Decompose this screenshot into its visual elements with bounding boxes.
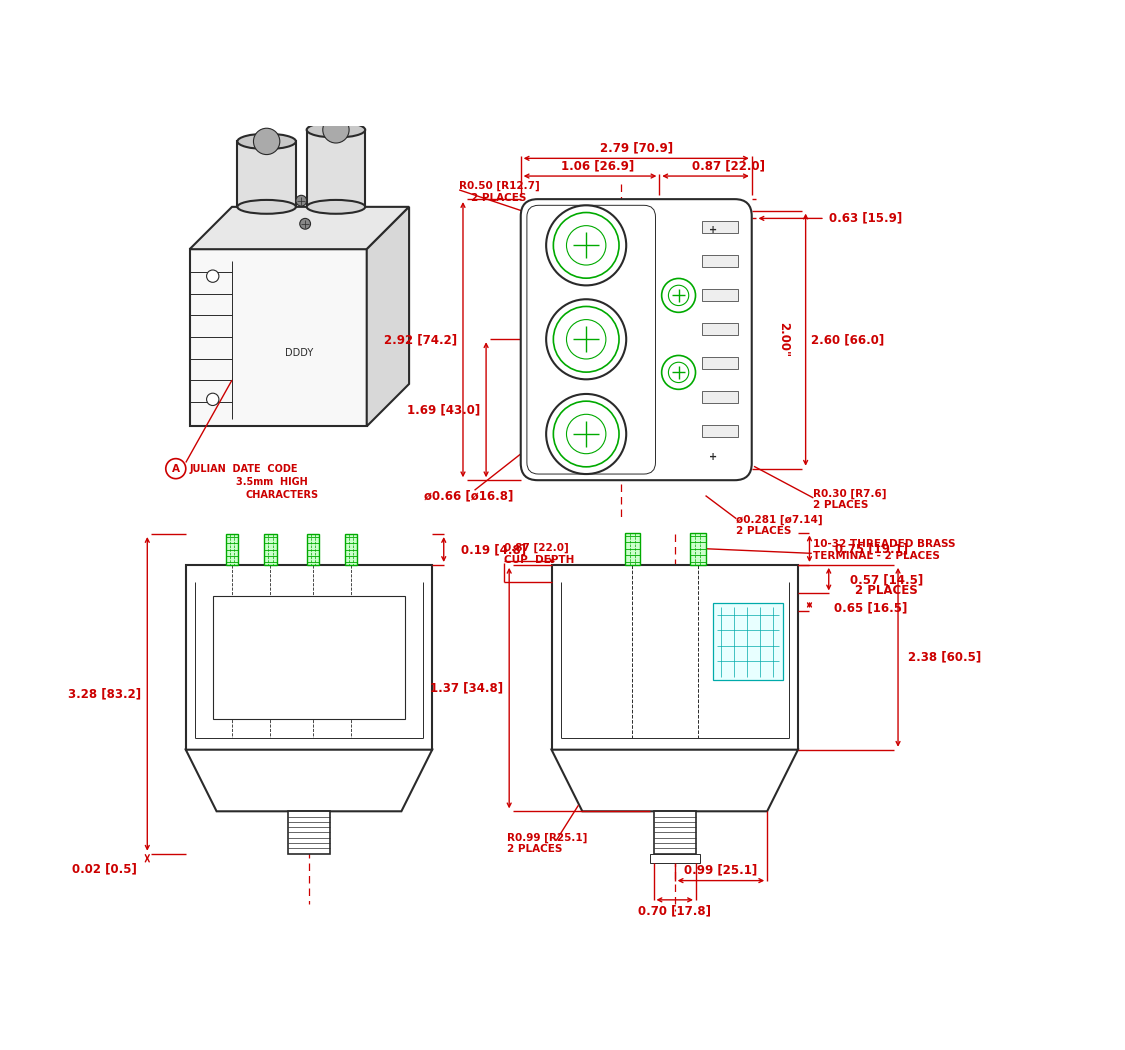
Text: ø0.66 [ø16.8]: ø0.66 [ø16.8] xyxy=(424,489,514,502)
Bar xyxy=(307,534,319,565)
Circle shape xyxy=(554,401,619,467)
Bar xyxy=(702,289,738,301)
Text: 0.99 [25.1]: 0.99 [25.1] xyxy=(684,863,757,877)
Circle shape xyxy=(299,218,310,229)
Circle shape xyxy=(207,393,219,405)
Text: 0.65 [16.5]: 0.65 [16.5] xyxy=(835,602,908,614)
Circle shape xyxy=(567,226,606,265)
Text: 0.63 [15.9]: 0.63 [15.9] xyxy=(829,212,902,225)
Text: R0.30 [R7.6]: R0.30 [R7.6] xyxy=(813,489,887,499)
Text: A: A xyxy=(172,464,180,474)
Text: CHARACTERS: CHARACTERS xyxy=(245,490,318,500)
Circle shape xyxy=(668,362,688,382)
Bar xyxy=(702,391,738,403)
Text: 2.38 [60.5]: 2.38 [60.5] xyxy=(908,651,981,664)
Text: 2 PLACES: 2 PLACES xyxy=(737,526,792,536)
Text: 2 PLACES: 2 PLACES xyxy=(855,584,918,596)
Circle shape xyxy=(567,415,606,454)
Text: 1.37 [34.8]: 1.37 [34.8] xyxy=(430,681,503,695)
Circle shape xyxy=(554,212,619,278)
Bar xyxy=(654,812,696,854)
Polygon shape xyxy=(551,750,798,812)
Bar xyxy=(186,565,432,582)
Text: R0.50 [R12.7]: R0.50 [R12.7] xyxy=(459,181,540,191)
Text: 0.02 [0.5]: 0.02 [0.5] xyxy=(72,862,137,876)
Text: 0.87 [22.0]: 0.87 [22.0] xyxy=(504,543,568,553)
Bar xyxy=(186,565,432,750)
Bar xyxy=(659,211,740,468)
Text: ø0.281 [ø7.14]: ø0.281 [ø7.14] xyxy=(737,516,824,525)
Circle shape xyxy=(546,206,627,286)
Text: 0.19 [4.8]: 0.19 [4.8] xyxy=(461,543,526,556)
Bar xyxy=(551,565,798,582)
Text: 3.28 [83.2]: 3.28 [83.2] xyxy=(69,688,142,700)
Text: 0.70 [17.8]: 0.70 [17.8] xyxy=(638,905,711,918)
Polygon shape xyxy=(367,207,410,426)
Bar xyxy=(650,854,700,863)
Text: 0.75 [19.1]: 0.75 [19.1] xyxy=(835,542,908,555)
Bar xyxy=(307,130,366,207)
Text: 2 PLACES: 2 PLACES xyxy=(507,844,562,854)
Bar xyxy=(702,357,738,369)
Text: 10-32 THREADED BRASS: 10-32 THREADED BRASS xyxy=(813,539,956,549)
Circle shape xyxy=(253,128,280,154)
Polygon shape xyxy=(190,207,410,249)
Circle shape xyxy=(207,270,219,282)
Text: TERMINAL - 2 PLACES: TERMINAL - 2 PLACES xyxy=(813,550,940,561)
FancyBboxPatch shape xyxy=(521,200,752,480)
Circle shape xyxy=(546,394,627,474)
Text: JULIAN  DATE  CODE: JULIAN DATE CODE xyxy=(190,464,298,474)
Bar xyxy=(702,220,738,233)
Text: 2 PLACES: 2 PLACES xyxy=(813,500,868,510)
Text: 1.69 [43.0]: 1.69 [43.0] xyxy=(407,403,480,416)
Ellipse shape xyxy=(307,200,366,214)
Bar xyxy=(702,424,738,437)
Circle shape xyxy=(296,195,307,206)
Bar xyxy=(690,532,705,565)
Text: +: + xyxy=(709,225,718,235)
Bar xyxy=(237,142,296,207)
Text: 0.87 [22.0]: 0.87 [22.0] xyxy=(692,160,765,172)
Ellipse shape xyxy=(237,133,296,149)
Bar xyxy=(702,255,738,267)
Ellipse shape xyxy=(237,200,296,214)
Text: DDDY: DDDY xyxy=(286,349,314,358)
Circle shape xyxy=(323,117,349,143)
Circle shape xyxy=(165,459,186,479)
FancyBboxPatch shape xyxy=(526,206,656,474)
Bar xyxy=(713,604,783,680)
Circle shape xyxy=(546,299,627,379)
Bar xyxy=(226,534,238,565)
Bar xyxy=(190,249,367,426)
Polygon shape xyxy=(186,750,432,812)
Circle shape xyxy=(662,356,695,390)
Ellipse shape xyxy=(307,122,366,138)
Text: 0.57 [14.5]: 0.57 [14.5] xyxy=(849,573,924,587)
Text: 2.60 [66.0]: 2.60 [66.0] xyxy=(811,333,884,347)
Bar xyxy=(264,534,277,565)
Bar xyxy=(288,812,330,854)
Circle shape xyxy=(668,286,688,306)
Text: 3.5mm  HIGH: 3.5mm HIGH xyxy=(236,477,307,487)
Circle shape xyxy=(662,278,695,312)
Bar xyxy=(551,565,798,750)
Bar xyxy=(213,595,405,719)
Bar xyxy=(345,534,358,565)
Circle shape xyxy=(567,319,606,359)
Text: +: + xyxy=(709,453,718,462)
Text: 2 PLACES: 2 PLACES xyxy=(470,192,526,203)
Text: 2.79 [70.9]: 2.79 [70.9] xyxy=(600,141,673,154)
Circle shape xyxy=(554,307,619,372)
Text: 2.92 [74.2]: 2.92 [74.2] xyxy=(384,333,457,347)
Text: 2.00": 2.00" xyxy=(777,322,791,357)
Text: 1.06 [26.9]: 1.06 [26.9] xyxy=(561,160,634,172)
Bar xyxy=(702,322,738,335)
Text: CUP  DEPTH: CUP DEPTH xyxy=(504,554,574,565)
Bar xyxy=(624,532,640,565)
Text: R0.99 [R25.1]: R0.99 [R25.1] xyxy=(507,833,587,843)
